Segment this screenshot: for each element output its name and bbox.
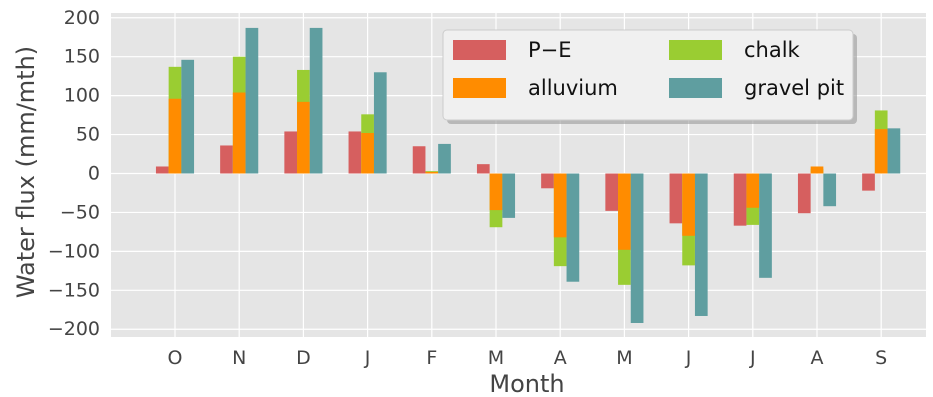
- x-tick-label: A: [554, 347, 567, 369]
- legend-label-alluvium: alluvium: [528, 76, 618, 100]
- x-tick-label: J: [749, 347, 756, 369]
- bar-alluvium: [361, 133, 374, 174]
- bar-gravel-pit: [438, 143, 451, 174]
- bar-alluvium: [489, 173, 503, 211]
- x-tick-label: M: [616, 347, 632, 369]
- x-tick-label: J: [685, 347, 692, 369]
- legend-swatch-gravel-pit: [669, 78, 722, 98]
- y-tick-label: 200: [64, 7, 100, 29]
- bar-alluvium: [810, 166, 824, 174]
- bar-gravel-pit: [694, 173, 708, 316]
- x-tick-label: S: [875, 347, 887, 369]
- bar-gravel-pit: [181, 59, 195, 174]
- bar-gravel-pit: [245, 27, 259, 174]
- bar-pe: [284, 131, 298, 174]
- bar-pe: [476, 164, 490, 174]
- x-axis-label: Month: [489, 370, 564, 397]
- y-tick-label: 0: [88, 163, 100, 185]
- bar-alluvium: [168, 98, 182, 174]
- y-tick-label: −200: [48, 318, 100, 340]
- bar-pe: [541, 173, 554, 189]
- bar-alluvium: [618, 173, 631, 250]
- bar-alluvium: [232, 92, 246, 174]
- x-tick-label: F: [426, 347, 437, 369]
- y-tick-label: 100: [64, 85, 100, 107]
- bar-alluvium: [553, 173, 567, 238]
- bar-pe: [412, 146, 426, 174]
- bar-gravel-pit: [502, 173, 516, 218]
- bar-alluvium: [425, 171, 439, 174]
- legend: P−E alluvium chalk gravel pit: [442, 29, 857, 124]
- bar-pe: [862, 173, 875, 191]
- x-tick-label: J: [364, 347, 371, 369]
- y-tick-label: −50: [60, 201, 100, 223]
- bar-alluvium: [682, 173, 695, 236]
- x-tick-label: D: [296, 347, 311, 369]
- bar-pe: [220, 145, 233, 174]
- bars: [155, 27, 901, 323]
- bar-gravel-pit: [309, 27, 323, 174]
- bar-pe: [733, 173, 747, 226]
- bar-gravel-pit: [566, 173, 580, 282]
- bar-alluvium: [874, 129, 888, 174]
- bar-pe: [669, 173, 683, 224]
- bar-gravel-pit: [373, 72, 387, 174]
- bar-gravel-pit: [823, 173, 837, 207]
- y-tick-label: 150: [64, 46, 100, 68]
- bar-gravel-pit: [630, 173, 644, 323]
- y-tick-labels: 200 150 100 50 0 −50 −100 −150 −200: [48, 7, 100, 340]
- bar-alluvium: [297, 101, 310, 174]
- legend-swatch-alluvium: [453, 78, 506, 98]
- x-tick-label: O: [168, 347, 183, 369]
- bar-pe: [605, 173, 619, 211]
- bar-gravel-pit: [887, 128, 901, 174]
- y-tick-label: 50: [76, 124, 100, 146]
- x-tick-label: N: [232, 347, 246, 369]
- y-tick-label: −150: [48, 279, 100, 301]
- legend-swatch-chalk: [669, 40, 722, 60]
- x-tick-label: M: [488, 347, 504, 369]
- legend-box: [442, 29, 854, 121]
- legend-label-gravel-pit: gravel pit: [744, 76, 844, 100]
- y-tick-label: −100: [48, 240, 100, 262]
- legend-swatch-pe: [453, 40, 506, 60]
- y-axis-label: Water flux (mm/mth): [12, 46, 40, 298]
- bar-alluvium: [746, 173, 760, 208]
- bar-pe: [797, 173, 811, 214]
- legend-label-chalk: chalk: [744, 38, 801, 62]
- bar-gravel-pit: [759, 173, 772, 278]
- legend-label-pe: P−E: [528, 38, 572, 62]
- x-tick-label: A: [811, 347, 824, 369]
- bar-pe: [155, 166, 169, 174]
- bar-pe: [348, 131, 362, 174]
